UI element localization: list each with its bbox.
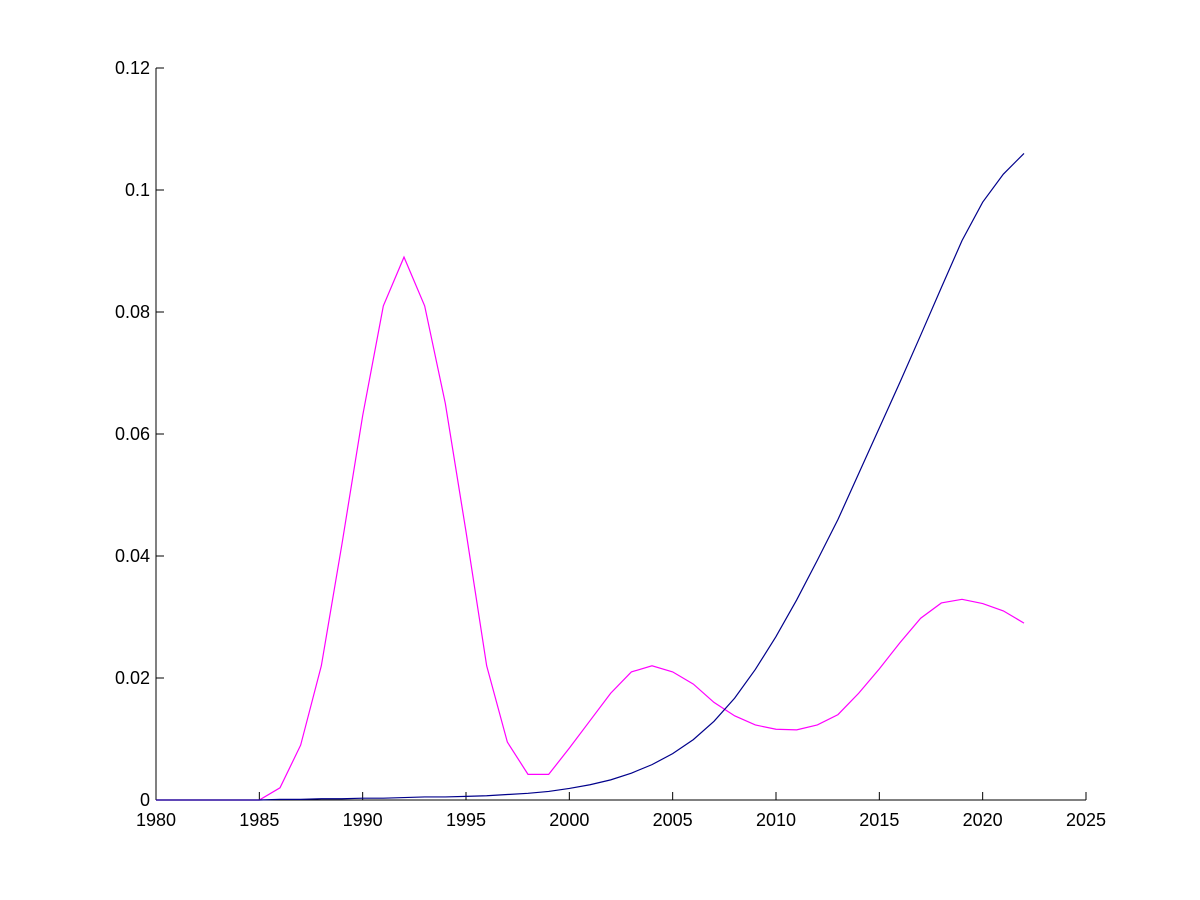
x-tick-label: 2000: [549, 810, 589, 830]
y-tick-label: 0.08: [115, 302, 150, 322]
line-series: [156, 255, 1025, 801]
y-tick-label: 0.02: [115, 668, 150, 688]
x-tick-label: 2010: [756, 810, 796, 830]
y-tick-label: 0.12: [115, 58, 150, 78]
y-tick-label: 0.06: [115, 424, 150, 444]
x-tick-label: 2020: [963, 810, 1003, 830]
x-tick-label: 1995: [446, 810, 486, 830]
x-tick-label: 2005: [653, 810, 693, 830]
y-tick-label: 0.04: [115, 546, 150, 566]
x-tick-label: 1985: [239, 810, 279, 830]
y-tick-label: 0.1: [125, 180, 150, 200]
x-tick-label: 1990: [343, 810, 383, 830]
x-tick-label: 2025: [1066, 810, 1106, 830]
y-tick-label: 0: [140, 790, 150, 810]
x-tick-label: 1980: [136, 810, 176, 830]
line-series: [156, 152, 1025, 801]
x-tick-label: 2015: [859, 810, 899, 830]
